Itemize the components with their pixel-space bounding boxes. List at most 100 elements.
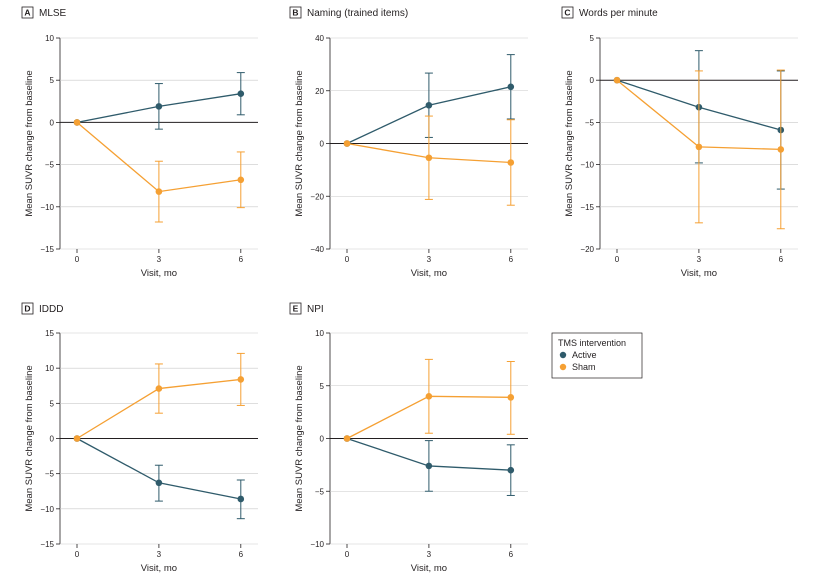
data-point-active — [507, 83, 515, 91]
data-point-sham — [425, 154, 433, 162]
y-tick-label: 5 — [590, 34, 595, 43]
y-tick-label: 0 — [320, 435, 325, 444]
panel-title: MLSE — [39, 8, 67, 19]
panel-title: Words per minute — [579, 8, 658, 19]
x-tick-label: 6 — [509, 550, 514, 559]
panel-letter: C — [564, 8, 570, 18]
data-point-sham — [237, 376, 245, 383]
y-tick-label: −5 — [45, 161, 55, 170]
x-tick-label: 0 — [75, 550, 80, 559]
data-point-sham — [343, 435, 351, 442]
y-tick-label: 5 — [50, 399, 55, 408]
legend-box — [551, 332, 643, 379]
data-point-sham — [613, 76, 621, 84]
x-tick-label: 6 — [239, 255, 244, 264]
data-point-active — [237, 90, 245, 98]
x-tick-label: 0 — [345, 550, 350, 559]
panel-letter: A — [24, 8, 30, 18]
panel-title: IDDD — [39, 304, 63, 315]
data-point-active — [425, 101, 433, 109]
panel-letter: D — [24, 304, 30, 314]
y-axis-title: Mean SUVR change from baseline — [294, 70, 305, 216]
y-tick-label: 10 — [315, 329, 324, 338]
data-point-active — [237, 495, 245, 503]
legend-label-sham: Sham — [572, 362, 596, 372]
panel-letter: B — [292, 8, 298, 18]
x-tick-label: 6 — [509, 255, 514, 264]
x-axis-title: Visit, mo — [681, 268, 717, 279]
data-point-sham — [155, 188, 163, 195]
legend-marker-sham — [559, 363, 567, 371]
panel-letter-box — [561, 6, 574, 19]
y-tick-label: 0 — [590, 76, 595, 85]
data-point-sham — [73, 119, 81, 126]
data-point-active — [155, 479, 163, 487]
y-axis-title: Mean SUVR change from baseline — [564, 70, 575, 216]
data-point-sham — [425, 393, 433, 400]
y-tick-label: 0 — [50, 435, 55, 444]
legend-marker-active — [559, 351, 567, 359]
y-tick-label: −15 — [580, 203, 594, 212]
y-tick-label: 5 — [50, 76, 55, 85]
chart-panel-d: D IDDD −15 −10 −5 0 5 10 15 0 3 6 Visit, mo Mean SUVR… — [21, 302, 258, 574]
chart-panel-c: C Words per minute −20 −15 −10 −5 0 5 0 3 6 Visit, … — [561, 6, 798, 279]
chart-panel-e: E NPI −10 −5 0 5 10 0 3 6 Visit, mo Mean SUVR chang… — [289, 302, 528, 574]
y-tick-label: −10 — [310, 540, 324, 549]
y-tick-label: 40 — [315, 34, 324, 43]
x-axis-title: Visit, mo — [141, 563, 177, 574]
y-tick-label: 5 — [320, 382, 325, 391]
x-tick-label: 3 — [157, 550, 162, 559]
data-point-sham — [73, 435, 81, 442]
data-point-active — [155, 103, 163, 110]
panel-letter-box — [21, 6, 34, 19]
data-point-sham — [237, 176, 245, 184]
y-tick-label: −40 — [310, 245, 324, 254]
chart-panel-b: B Naming (trained items) −40 −20 0 20 40 0 3 6 Vis… — [289, 6, 528, 279]
panel-letter-box — [289, 302, 302, 315]
y-tick-label: −10 — [40, 203, 54, 212]
panel-letter-box — [289, 6, 302, 19]
x-tick-label: 6 — [239, 550, 244, 559]
y-axis-title: Mean SUVR change from baseline — [24, 365, 35, 511]
data-point-sham — [343, 140, 351, 147]
y-tick-label: 10 — [45, 364, 54, 373]
y-tick-label: −5 — [585, 118, 595, 127]
x-axis-title: Visit, mo — [411, 563, 447, 574]
x-tick-label: 0 — [615, 255, 620, 264]
legend-title: TMS intervention — [558, 338, 626, 348]
y-tick-label: 15 — [45, 329, 54, 338]
y-tick-label: −15 — [40, 540, 54, 549]
x-tick-label: 3 — [157, 255, 162, 264]
panel-letter: E — [293, 304, 299, 314]
y-tick-label: −10 — [580, 161, 594, 170]
chart-panel-a: A MLSE −15 −10 −5 0 5 10 0 3 6 Visit, mo Mean SUVR c… — [21, 6, 258, 279]
panel-title: Naming (trained items) — [307, 8, 408, 19]
y-tick-label: −5 — [45, 470, 55, 479]
data-point-sham — [507, 394, 515, 401]
x-tick-label: 3 — [697, 255, 702, 264]
y-tick-label: −20 — [310, 192, 324, 201]
x-tick-label: 3 — [427, 550, 432, 559]
x-tick-label: 6 — [779, 255, 784, 264]
data-point-sham — [695, 143, 703, 151]
x-axis-title: Visit, mo — [141, 268, 177, 279]
y-axis-title: Mean SUVR change from baseline — [294, 365, 305, 511]
y-axis-title: Mean SUVR change from baseline — [24, 70, 35, 216]
data-point-active — [425, 462, 433, 470]
data-point-active — [507, 466, 515, 474]
x-tick-label: 3 — [427, 255, 432, 264]
y-tick-label: −5 — [315, 487, 325, 496]
y-tick-label: −20 — [580, 245, 594, 254]
legend: TMS intervention Active Sham — [551, 332, 643, 379]
data-point-sham — [777, 146, 785, 153]
y-tick-label: 10 — [45, 34, 54, 43]
y-tick-label: 0 — [50, 118, 55, 127]
y-tick-label: −10 — [40, 505, 54, 514]
legend-label-active: Active — [572, 350, 597, 360]
x-axis-title: Visit, mo — [411, 268, 447, 279]
panel-letter-box — [21, 302, 34, 315]
y-tick-label: −15 — [40, 245, 54, 254]
data-point-sham — [155, 385, 163, 392]
y-tick-label: 0 — [320, 140, 325, 149]
